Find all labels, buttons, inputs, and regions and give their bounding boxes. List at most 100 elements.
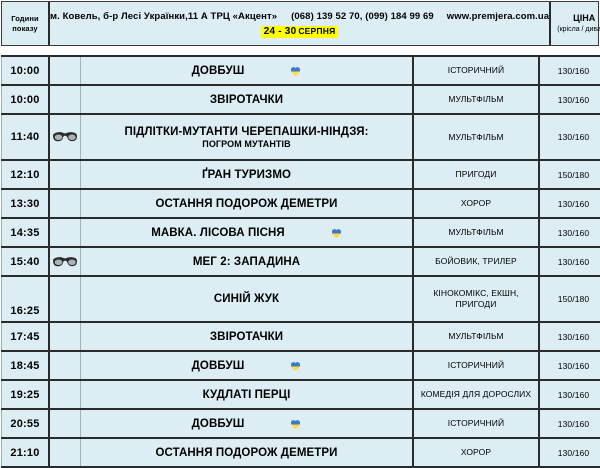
price-cell: 130/160 [539,322,600,351]
schedule-row[interactable]: 11:40 ПІДЛІТКИ-МУТАНТИ ЧЕРЕПАШКИ-НІНДЗЯ:П… [2,114,600,160]
genre-value: ХОРОР [461,447,491,458]
showtime-cell: 17:45 [2,322,50,351]
3d-glasses-icon [52,130,78,144]
price-cell: 130/160 [539,380,600,409]
price-cell: 130/160 [539,218,600,247]
genre-cell: МУЛЬТФІЛЬМ [413,218,539,247]
showtime-value: 12:10 [10,169,39,181]
price-cell: 130/160 [539,247,600,276]
price-value: 130/160 [558,66,589,76]
film-title-cell[interactable]: ДОВБУШ [81,409,414,438]
price-value: 130/160 [558,228,589,238]
film-title: ЗВІРОТАЧКИ [210,94,283,106]
price-value: 130/160 [558,199,589,209]
price-cell: 150/180 [539,160,600,189]
price-cell: 150/180 [539,276,600,322]
format-icon-cell [49,380,81,409]
showtime-cell: 16:25 [2,276,50,322]
genre-value: КІНОКОМІКС, ЕКШН,ПРИГОДИ [433,288,518,309]
schedule-row[interactable]: 10:00 ДОВБУШ ІСТОРИЧНИЙ 130/160 [2,56,600,85]
header-website[interactable]: www.premjera.com.ua [447,11,549,22]
format-icon-cell [49,218,81,247]
schedule-row[interactable]: 16:25 СИНІЙ ЖУК КІНОКОМІКС, ЕКШН,ПРИГОДИ 15… [2,276,600,322]
format-icon-cell [49,114,81,160]
film-subtitle: ПОГРОМ МУТАНТІВ [202,139,290,149]
genre-value: ПРИГОДИ [455,169,496,180]
showtime-cell: 12:10 [2,160,50,189]
film-title-cell[interactable]: ЗВІРОТАЧКИ [81,85,414,114]
film-title: КУДЛАТІ ПЕРЦІ [203,389,291,401]
header-hours-label: Години показу [2,2,50,45]
genre-cell: ІСТОРИЧНИЙ [413,56,539,85]
format-icon-cell [49,160,81,189]
film-title: ОСТАННЯ ПОДОРОЖ ДЕМЕТРИ [155,447,337,459]
format-icon-cell [49,247,81,276]
genre-value: МУЛЬТФІЛЬМ [448,132,503,143]
showtime-cell: 21:10 [2,438,50,467]
showtime-value: 21:10 [10,447,39,459]
film-title-cell[interactable]: ПІДЛІТКИ-МУТАНТИ ЧЕРЕПАШКИ-НІНДЗЯ:ПОГРОМ… [81,114,414,160]
film-title: МЕГ 2: ЗАПАДИНА [193,256,300,268]
showtime-value: 13:30 [10,198,39,210]
film-title: ҐРАН ТУРИЗМО [202,169,291,181]
ukraine-flag-heart-icon [244,418,301,430]
genre-cell: МУЛЬТФІЛЬМ [413,114,539,160]
header-address-line: м. Ковель, б-р Лесі Українки,11 А ТРЦ «А… [50,11,549,22]
film-title-cell[interactable]: ОСТАННЯ ПОДОРОЖ ДЕМЕТРИ [81,189,414,218]
format-icon-cell [49,85,81,114]
header-price-label: ЦІНА (крісла / дивани) [551,2,600,45]
format-icon-cell [49,438,81,467]
header-address: м. Ковель, б-р Лесі Українки,11 А ТРЦ «А… [50,11,277,22]
genre-cell: МУЛЬТФІЛЬМ [413,85,539,114]
film-title: ЗВІРОТАЧКИ [210,331,283,343]
film-title-cell[interactable]: ДОВБУШ [81,56,414,85]
header-price-subtitle: (крісла / дивани) [557,25,600,34]
showtime-value: 11:40 [11,131,40,143]
price-value: 150/180 [558,170,589,180]
genre-value: МУЛЬТФІЛЬМ [448,94,503,105]
price-cell: 130/160 [539,85,600,114]
genre-value: ІСТОРИЧНИЙ [448,418,504,429]
genre-cell: ІСТОРИЧНИЙ [413,351,539,380]
film-title-cell[interactable]: СИНІЙ ЖУК [81,276,414,322]
film-title-cell[interactable]: МАВКА. ЛІСОВА ПІСНЯ [81,218,414,247]
film-title-cell[interactable]: ҐРАН ТУРИЗМО [81,160,414,189]
format-icon-cell [49,276,81,322]
film-title-cell[interactable]: МЕГ 2: ЗАПАДИНА [81,247,414,276]
price-cell: 130/160 [539,189,600,218]
showtime-cell: 19:25 [2,380,50,409]
format-icon-cell [49,409,81,438]
ukraine-flag-heart-icon [285,227,342,239]
showtime-cell: 20:55 [2,409,50,438]
genre-value: БОЙОВИК, ТРИЛЕР [435,256,517,267]
price-value: 150/180 [558,294,589,304]
showtime-value: 14:35 [10,227,39,239]
film-title-cell[interactable]: ЗВІРОТАЧКИ [81,322,414,351]
showtime-cell: 13:30 [2,189,50,218]
price-cell: 130/160 [539,114,600,160]
schedule-row[interactable]: 12:10 ҐРАН ТУРИЗМО ПРИГОДИ 150/180 [2,160,600,189]
schedule-row[interactable]: 10:00 ЗВІРОТАЧКИ МУЛЬТФІЛЬМ 130/160 [2,85,600,114]
film-title-cell[interactable]: ОСТАННЯ ПОДОРОЖ ДЕМЕТРИ [81,438,414,467]
showtime-cell: 10:00 [2,56,50,85]
showtime-value: 10:00 [10,65,39,77]
price-cell: 130/160 [539,56,600,85]
film-title-cell[interactable]: КУДЛАТІ ПЕРЦІ [81,380,414,409]
format-icon-cell [49,189,81,218]
cinema-header: Години показу м. Ковель, б-р Лесі Україн… [1,1,599,46]
film-title-cell[interactable]: ДОВБУШ [81,351,414,380]
price-value: 130/160 [558,132,589,142]
genre-value: ІСТОРИЧНИЙ [448,65,504,76]
film-title: ДОВБУШ [192,360,302,372]
genre-cell: КІНОКОМІКС, ЕКШН,ПРИГОДИ [413,276,539,322]
film-title: ДОВБУШ [192,65,302,77]
showtime-cell: 10:00 [2,85,50,114]
